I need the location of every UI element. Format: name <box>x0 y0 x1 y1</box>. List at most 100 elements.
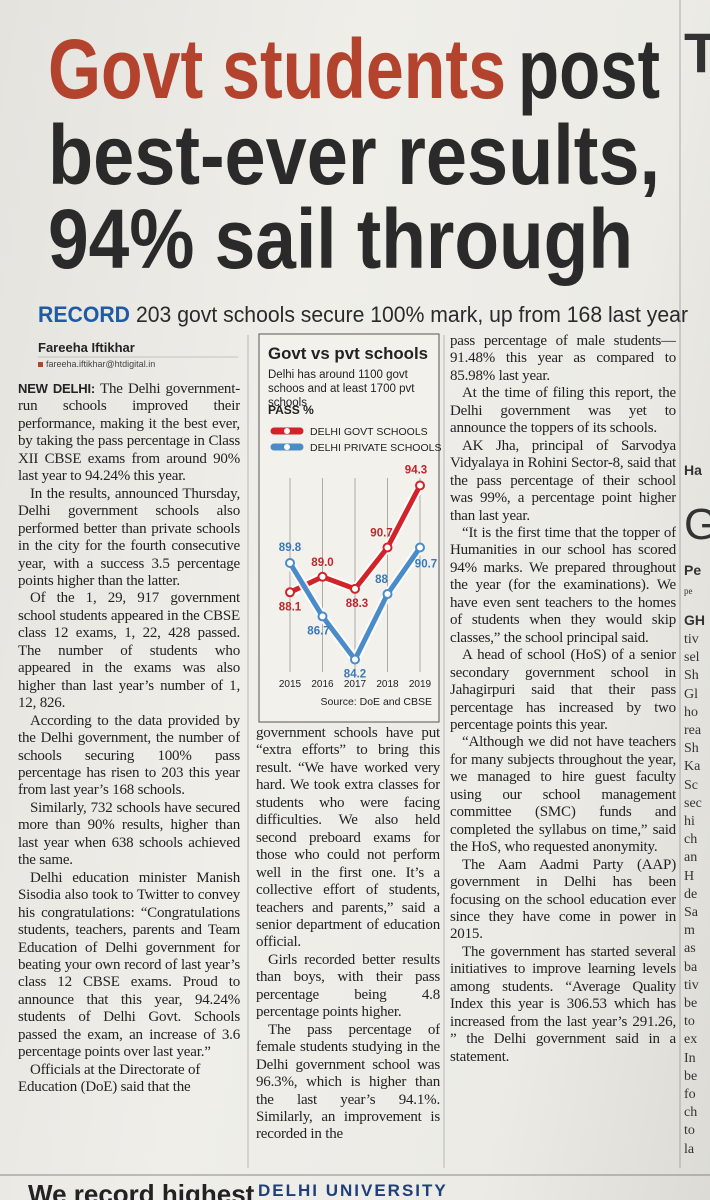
data-label: 88.1 <box>279 601 302 613</box>
x-tick-label: 2016 <box>311 679 334 690</box>
sidebar-fragment: In <box>684 1050 696 1066</box>
sidebar-fragment: tiv <box>684 632 699 647</box>
bullet <box>38 362 43 367</box>
point <box>415 542 425 553</box>
sidebar-fragment: be <box>684 1068 698 1084</box>
x-tick-label: 2019 <box>409 679 432 690</box>
headline-red: Govt students <box>48 22 506 116</box>
axis-label: PASS % <box>268 403 314 417</box>
data-label: 88.3 <box>346 598 368 610</box>
point <box>415 480 425 491</box>
sidebar-fragment: to <box>684 1014 695 1030</box>
paragraph-text: Of the 1, 29, 917 government school stud… <box>18 590 240 712</box>
sidebar-fragment: H <box>684 868 695 884</box>
sidebar-fragment: ex <box>684 1032 698 1048</box>
data-label: 89.0 <box>311 557 333 569</box>
headline: Govt students post best-ever results, 94… <box>48 22 660 286</box>
paragraph-text: The Delhi government-run schools improve… <box>18 381 240 485</box>
paragraph-text: government schools have put “extra effor… <box>256 725 440 951</box>
paragraph-text: The government has started several initi… <box>450 943 676 1065</box>
data-label: 84.2 <box>344 668 366 680</box>
paragraph-text: AK Jha, principal of Sarvodya Vidyalaya … <box>450 437 676 524</box>
x-tick-label: 2017 <box>344 679 367 690</box>
paragraph-text: The pass percentage of female students s… <box>256 1021 440 1143</box>
sidebar-fragment: ch <box>684 1105 698 1121</box>
sidebar-fragment: as <box>684 941 696 957</box>
chart-subtitle: Delhi has around 1100 govt schoos and at… <box>268 369 415 409</box>
sidebar-fragment: Sc <box>684 777 698 793</box>
paragraph: pass percentage of male students—91.48% … <box>450 333 676 385</box>
sidebar-fragment: Pe <box>684 562 702 578</box>
column: pass percentage of male students—91.48% … <box>450 333 676 1168</box>
point <box>317 611 328 622</box>
column: NEW DELHI: The Delhi government-run scho… <box>18 380 240 1165</box>
footer-headline: We record highest <box>28 1179 255 1200</box>
sidebar-fragment: GH <box>684 612 705 628</box>
dateline: NEW DELHI: <box>18 381 95 396</box>
data-label: 90.7 <box>415 559 437 571</box>
byline-name: Fareeha Iftikhar <box>38 340 135 355</box>
x-tick-label: 2015 <box>279 679 302 690</box>
sidebar-fragment: la <box>684 1141 695 1157</box>
paragraph: Similarly, 732 schools have secured more… <box>18 800 240 870</box>
paragraph: Delhi education minister Manish Sisodia … <box>18 870 240 1062</box>
point <box>317 571 328 582</box>
paragraph: In the results, announced Thursday, Delh… <box>18 486 240 591</box>
paragraph: Girls recorded better results than boys,… <box>256 952 440 1022</box>
sidebar-fragment: m <box>684 923 695 939</box>
paragraph-text: “Although we did not have teachers for m… <box>450 734 676 856</box>
paragraph-text: A head of school (HoS) of a senior secon… <box>450 647 676 733</box>
paragraph: The government has started several initi… <box>450 944 676 1066</box>
data-label: 86.7 <box>307 625 329 637</box>
legend-marker <box>284 428 290 434</box>
data-label: 89.8 <box>279 542 302 554</box>
paragraph: “It is the first time that the topper of… <box>450 525 676 647</box>
sidebar-fragment: tiv <box>684 977 699 993</box>
sidebar-fragment: an <box>684 850 698 866</box>
paragraph: government schools have put “extra effor… <box>256 725 440 952</box>
sidebar-fragment: ch <box>684 832 698 848</box>
legend-label: DELHI PRIVATE SCHOOLS <box>310 442 441 454</box>
sidebar-fragment: sel <box>684 650 700 666</box>
sidebar-fragment: Sh <box>684 741 699 757</box>
data-label: 88 <box>375 574 388 586</box>
paragraph: At the time of filing this report, the D… <box>450 385 676 437</box>
sidebar-fragment: to <box>684 1123 695 1139</box>
sidebar-fragment: ho <box>684 704 698 720</box>
legend-label: DELHI GOVT SCHOOLS <box>310 426 428 438</box>
sidebar-fragment: Gl <box>684 686 698 702</box>
chart: Govt vs pvt schools PASS % Source: DoE a… <box>268 344 441 708</box>
sidebar-fragment: ba <box>684 959 698 975</box>
paragraph: The Aam Aadmi Party (AAP) government in … <box>450 857 676 944</box>
sidebar-fragment: hi <box>684 814 695 829</box>
paragraph: A head of school (HoS) of a senior secon… <box>450 647 676 734</box>
byline-email: fareeha.iftikhar@htdigital.in <box>46 359 155 369</box>
paragraph: The pass percentage of female students s… <box>256 1022 440 1144</box>
headline-line: best-ever results, <box>48 108 660 202</box>
source: Source: DoE and CBSE <box>321 696 432 708</box>
paragraph: AK Jha, principal of Sarvodya Vidyalaya … <box>450 438 676 525</box>
headline-dark: post <box>518 22 660 116</box>
sidebar-fragment: sec <box>684 795 702 811</box>
paragraph-text: “It is the first time that the topper of… <box>450 524 676 646</box>
headline-line: 94% sail through <box>48 192 633 286</box>
x-tick-label: 2018 <box>376 679 399 690</box>
column: government schools have put “extra effor… <box>256 725 440 1165</box>
sidebar-fragment: Sh <box>684 668 699 684</box>
paragraph-text: In the results, announced Thursday, Delh… <box>18 485 240 589</box>
data-label: 90.7 <box>370 528 392 540</box>
legend-marker <box>284 444 290 450</box>
paragraph: According to the data provided by the De… <box>18 713 240 800</box>
footer-section: DELHI UNIVERSITY <box>258 1181 448 1200</box>
paragraph-text: Delhi education minister Manish Sisodia … <box>18 869 240 1061</box>
paragraph-text: Similarly, 732 schools have secured more… <box>18 799 240 869</box>
paragraph: “Although we did not have teachers for m… <box>450 734 676 856</box>
sidebar-fragment: G <box>684 500 710 549</box>
sidebar-fragment: pe <box>684 586 693 596</box>
paragraph-text: Girls recorded better results than boys,… <box>256 951 440 1021</box>
sidebar-fragment: Sa <box>684 905 698 920</box>
point <box>382 589 393 600</box>
sidebar-fragment: be <box>684 996 698 1011</box>
paragraph-text: At the time of filing this report, the D… <box>450 385 676 437</box>
